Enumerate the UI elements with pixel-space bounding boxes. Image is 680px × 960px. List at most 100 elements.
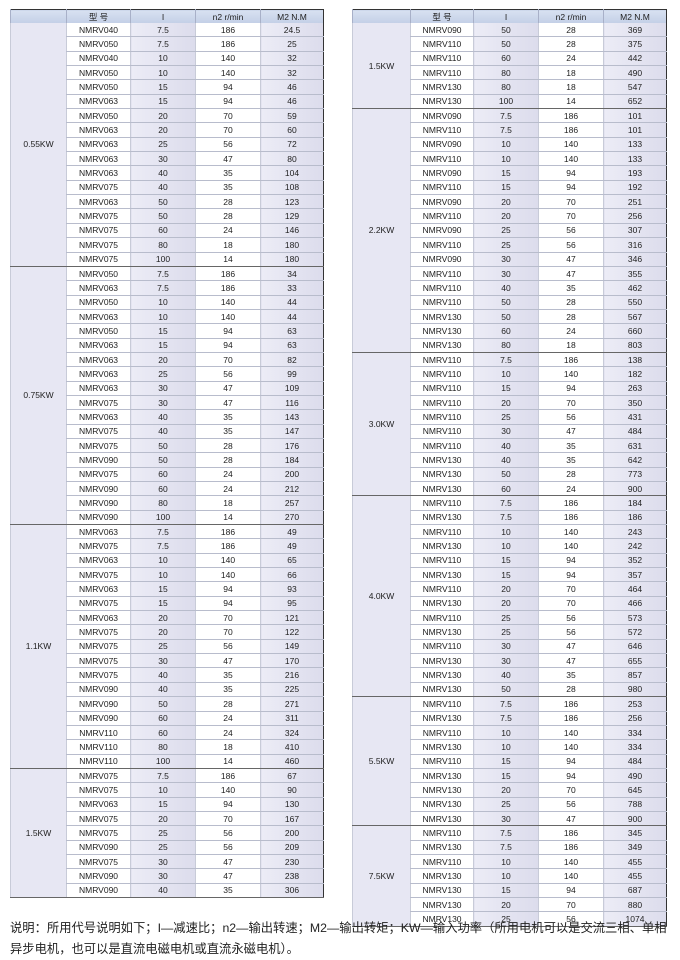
power-group-label: 0.75KW bbox=[10, 266, 67, 526]
speed-cell: 186 bbox=[195, 280, 261, 296]
torque-cell: 109 bbox=[260, 381, 324, 396]
speed-cell: 47 bbox=[538, 811, 604, 827]
torque-cell: 455 bbox=[603, 854, 667, 870]
table-row: NMRV050 20 70 59 bbox=[11, 108, 324, 124]
power-group-label: 4.0KW bbox=[352, 495, 411, 698]
model-header: 型 号 bbox=[66, 9, 131, 23]
speed-cell: 56 bbox=[538, 610, 604, 626]
torque-cell: 660 bbox=[603, 323, 667, 339]
model-cell: NMRV075 bbox=[66, 782, 131, 798]
model-cell: NMRV110 bbox=[410, 151, 474, 167]
speed-cell: 94 bbox=[195, 596, 261, 612]
torque-cell: 243 bbox=[603, 524, 667, 540]
torque-cell: 32 bbox=[260, 51, 324, 67]
torque-cell: 306 bbox=[260, 883, 324, 898]
torque-cell: 182 bbox=[603, 366, 667, 382]
speed-cell: 186 bbox=[538, 122, 604, 138]
torque-cell: 263 bbox=[603, 381, 667, 396]
table-row: NMRV063 7.5 186 33 bbox=[11, 280, 324, 296]
speed-cell: 140 bbox=[538, 366, 604, 382]
torque-cell: 200 bbox=[260, 825, 324, 841]
table-row: NMRV130 60 24 900 bbox=[353, 481, 667, 497]
ratio-cell: 30 bbox=[473, 424, 539, 439]
ratio-cell: 50 bbox=[473, 467, 539, 483]
ratio-cell: 40 bbox=[130, 165, 196, 181]
model-cell: NMRV130 bbox=[410, 452, 474, 468]
speed-cell: 140 bbox=[538, 137, 604, 153]
ratio-cell: 7.5 bbox=[473, 122, 539, 138]
model-cell: NMRV075 bbox=[66, 424, 131, 439]
speed-cell: 140 bbox=[195, 51, 261, 67]
ratio-cell: 15 bbox=[130, 323, 196, 339]
torque-cell: 63 bbox=[260, 338, 324, 353]
model-header: 型 号 bbox=[410, 9, 474, 23]
speed-cell: 70 bbox=[195, 122, 261, 138]
ratio-cell: 7.5 bbox=[130, 524, 196, 540]
ratio-cell: 40 bbox=[130, 667, 196, 683]
torque-cell: 67 bbox=[260, 768, 324, 784]
ratio-cell: 50 bbox=[473, 23, 539, 38]
model-cell: NMRV110 bbox=[410, 237, 474, 253]
torque-cell: 65 bbox=[260, 553, 324, 569]
model-cell: NMRV110 bbox=[410, 280, 474, 296]
table-row: NMRV063 40 35 104 bbox=[11, 165, 324, 181]
model-cell: NMRV075 bbox=[66, 538, 131, 554]
ratio-cell: 80 bbox=[473, 79, 539, 95]
torque-cell: 307 bbox=[603, 223, 667, 239]
model-cell: NMRV130 bbox=[410, 510, 474, 526]
model-cell: NMRV110 bbox=[410, 266, 474, 282]
model-cell: NMRV063 bbox=[66, 381, 131, 396]
torque-cell: 646 bbox=[603, 639, 667, 655]
ratio-cell: 100 bbox=[130, 252, 196, 267]
model-cell: NMRV075 bbox=[66, 208, 131, 224]
speed-cell: 70 bbox=[195, 624, 261, 640]
power-group-label: 2.2KW bbox=[352, 108, 411, 353]
ratio-cell: 7.5 bbox=[130, 23, 196, 38]
speed-cell: 28 bbox=[538, 36, 604, 52]
ratio-cell: 30 bbox=[473, 266, 539, 282]
table-row: NMRV090 60 24 311 bbox=[11, 711, 324, 726]
speed-cell: 140 bbox=[195, 567, 261, 583]
speed-cell: 56 bbox=[538, 409, 604, 425]
model-cell: NMRV130 bbox=[410, 868, 474, 884]
speed-cell: 18 bbox=[538, 79, 604, 95]
ratio-cell: 10 bbox=[473, 868, 539, 884]
speed-cell: 35 bbox=[538, 452, 604, 468]
torque-cell: 122 bbox=[260, 624, 324, 640]
torque-cell: 655 bbox=[603, 653, 667, 669]
torque-cell: 90 bbox=[260, 782, 324, 798]
torque-cell: 93 bbox=[260, 581, 324, 597]
table-row: NMRV050 7.5 186 25 bbox=[11, 36, 324, 52]
torque-cell: 242 bbox=[603, 538, 667, 554]
table-row: NMRV130 50 28 567 bbox=[353, 309, 667, 325]
speed-cell: 47 bbox=[195, 854, 261, 870]
table-row: NMRV110 10 140 334 bbox=[353, 725, 667, 741]
model-cell: NMRV130 bbox=[410, 79, 474, 95]
table-row: NMRV110 20 70 350 bbox=[353, 395, 667, 411]
model-cell: NMRV063 bbox=[66, 137, 131, 153]
speed-cell: 28 bbox=[538, 309, 604, 325]
speed-cell: 47 bbox=[538, 424, 604, 439]
ratio-cell: 15 bbox=[473, 567, 539, 583]
model-cell: NMRV090 bbox=[410, 194, 474, 210]
ratio-cell: 7.5 bbox=[130, 538, 196, 554]
model-cell: NMRV075 bbox=[66, 438, 131, 454]
ratio-cell: 30 bbox=[130, 653, 196, 669]
model-cell: NMRV063 bbox=[66, 610, 131, 626]
model-cell: NMRV130 bbox=[410, 840, 474, 855]
model-cell: NMRV130 bbox=[410, 711, 474, 726]
torque-cell: 350 bbox=[603, 395, 667, 411]
torque-cell: 334 bbox=[603, 725, 667, 741]
ratio-cell: 40 bbox=[473, 452, 539, 468]
speed-cell: 186 bbox=[195, 768, 261, 784]
speed-cell: 24 bbox=[195, 725, 261, 741]
model-cell: NMRV090 bbox=[410, 23, 474, 38]
model-cell: NMRV075 bbox=[66, 180, 131, 196]
model-cell: NMRV130 bbox=[410, 782, 474, 798]
model-cell: NMRV130 bbox=[410, 323, 474, 339]
model-cell: NMRV130 bbox=[410, 309, 474, 325]
speed-cell: 70 bbox=[538, 395, 604, 411]
model-cell: NMRV110 bbox=[410, 395, 474, 411]
ratio-cell: 10 bbox=[473, 739, 539, 755]
